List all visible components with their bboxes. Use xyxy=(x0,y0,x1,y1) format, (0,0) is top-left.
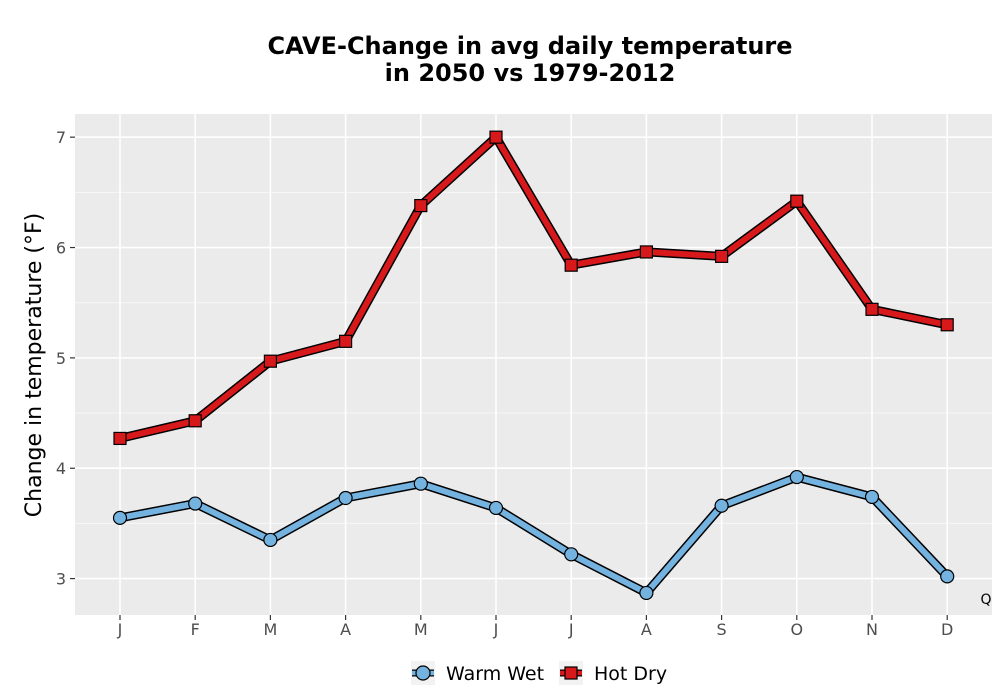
chart-title: CAVE-Change in avg daily temperature in … xyxy=(267,32,792,87)
data-point xyxy=(940,569,955,584)
corner-label: Q xyxy=(980,592,991,608)
data-point xyxy=(263,354,277,368)
legend-item: Warm Wet xyxy=(411,661,544,685)
y-axis: 3 4 5 6 7 xyxy=(56,128,75,589)
legend-item: Hot Dry xyxy=(559,661,667,685)
chart-title-line-2: in 2050 vs 1979-2012 xyxy=(385,59,676,87)
series-hot-dry xyxy=(113,130,954,446)
data-point xyxy=(413,476,428,491)
series-warm-wet xyxy=(112,469,955,601)
chart-title-line-1: CAVE-Change in avg daily temperature xyxy=(267,32,792,60)
legend-label: Warm Wet xyxy=(446,663,544,685)
data-point xyxy=(865,302,879,316)
data-point xyxy=(263,532,278,548)
data-point xyxy=(338,490,353,506)
x-tick-label: M xyxy=(263,620,277,639)
legend-marker xyxy=(415,665,431,681)
legend-label: Hot Dry xyxy=(594,663,667,685)
data-point xyxy=(113,431,127,446)
data-point xyxy=(489,130,503,144)
data-point xyxy=(339,334,353,348)
grid-lines xyxy=(75,114,992,615)
data-point xyxy=(564,547,579,562)
x-tick-label: O xyxy=(791,620,804,639)
data-point xyxy=(188,496,203,511)
data-point xyxy=(940,318,954,332)
data-point xyxy=(790,194,804,208)
y-tick-label: 3 xyxy=(56,570,66,589)
data-point xyxy=(714,249,729,263)
x-tick-label: A xyxy=(340,620,351,639)
series-line xyxy=(117,134,951,442)
x-tick-label: J xyxy=(493,620,499,639)
y-tick-label: 5 xyxy=(56,349,66,368)
data-point xyxy=(714,498,729,513)
x-tick-label: M xyxy=(414,620,428,639)
data-point xyxy=(188,414,202,428)
data-point xyxy=(789,469,804,485)
x-tick-label: D xyxy=(941,620,953,639)
legend-marker xyxy=(564,666,578,680)
y-tick-label: 7 xyxy=(56,128,66,147)
x-tick-label: F xyxy=(191,620,200,639)
legend: Warm Wet Hot Dry xyxy=(411,661,667,685)
data-point xyxy=(414,198,428,213)
data-point xyxy=(639,245,654,259)
y-tick-label: 6 xyxy=(56,239,66,258)
y-axis-label: Change in temperature (°F) xyxy=(22,213,47,517)
x-tick-label: A xyxy=(641,620,652,639)
x-tick-label: S xyxy=(717,620,727,639)
plot-panel xyxy=(75,114,992,615)
data-point xyxy=(864,489,880,505)
data-point xyxy=(488,500,504,516)
series-line xyxy=(117,474,951,596)
series-layer xyxy=(112,130,955,601)
data-point xyxy=(639,585,654,601)
data-point xyxy=(112,510,128,525)
x-tick-label: N xyxy=(866,620,878,639)
data-point xyxy=(564,258,578,272)
x-tick-label: J xyxy=(568,620,574,639)
y-tick-label: 4 xyxy=(56,459,66,478)
x-tick-label: J xyxy=(117,620,123,639)
